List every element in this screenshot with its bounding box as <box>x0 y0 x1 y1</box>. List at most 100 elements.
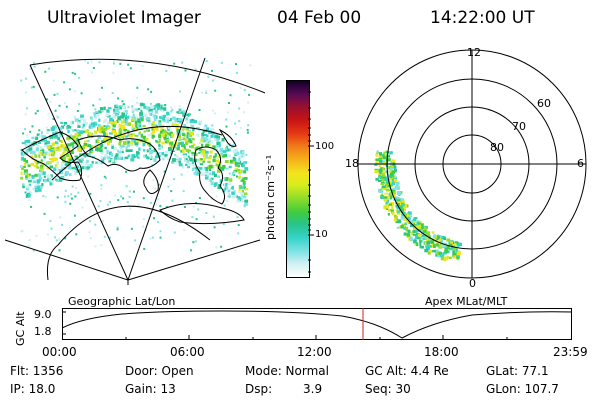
aurora-pixel <box>25 149 29 152</box>
polar-aurora-pixel <box>417 233 422 237</box>
aurora-pixel <box>71 129 75 132</box>
left-map-caption: Geographic Lat/Lon <box>68 295 176 308</box>
polar-aurora-pixel <box>416 220 420 223</box>
noise-pixel <box>64 237 67 240</box>
noise-pixel <box>149 237 152 240</box>
aurora-pixel <box>202 160 205 163</box>
aurora-pixel <box>200 158 203 161</box>
aurora-pixel <box>34 173 38 177</box>
aurora-pixel <box>212 147 215 152</box>
polar-aurora-pixel <box>427 239 431 243</box>
aurora-pixel <box>23 158 26 162</box>
noise-pixel <box>126 105 129 108</box>
polar-aurora-pixel <box>424 225 428 229</box>
noise-pixel <box>205 60 208 63</box>
aurora-pixel <box>240 199 244 203</box>
aurora-pixel <box>100 144 104 147</box>
aurora-pixel <box>107 126 111 130</box>
aurora-pixel <box>244 202 248 206</box>
polar-aurora-pixel <box>412 222 415 226</box>
polar-aurora-pixel <box>389 178 393 181</box>
aurora-pixel <box>57 169 60 174</box>
aurora-pixel <box>151 145 154 149</box>
noise-pixel <box>130 227 133 230</box>
polar-aurora-pixel <box>426 231 431 236</box>
polar-aurora-pixel <box>403 232 407 236</box>
noise-pixel <box>165 70 168 72</box>
aurora-pixel <box>75 129 80 133</box>
aurora-pixel <box>202 139 206 143</box>
aurora-pixel <box>218 166 221 169</box>
polar-aurora-pixel <box>397 203 400 207</box>
noise-pixel <box>63 81 66 84</box>
noise-pixel <box>169 106 172 109</box>
aurora-pixel <box>49 175 52 178</box>
aurora-pixel <box>186 129 190 132</box>
aurora-pixel <box>132 113 135 118</box>
aurora-pixel <box>80 157 84 161</box>
noise-pixel <box>38 129 41 132</box>
noise-pixel <box>58 238 61 241</box>
aurora-pixel <box>221 168 225 171</box>
aurora-pixel <box>102 127 107 131</box>
aurora-pixel <box>158 138 161 143</box>
aurora-pixel <box>76 142 79 146</box>
aurora-pixel <box>47 145 51 149</box>
aurora-pixel <box>154 155 159 159</box>
aurora-pixel <box>116 108 120 113</box>
aurora-pixel <box>218 144 221 148</box>
aurora-pixel <box>190 145 194 149</box>
noise-pixel <box>103 235 106 238</box>
polar-aurora-pixel <box>427 251 431 255</box>
noise-pixel <box>128 195 131 198</box>
polar-aurora-pixel <box>412 230 417 233</box>
noise-pixel <box>241 152 244 155</box>
polar-aurora-pixel <box>393 215 397 218</box>
noise-pixel <box>56 116 59 119</box>
polar-aurora-pixel <box>387 213 390 216</box>
aurora-pixel <box>53 167 57 171</box>
polar-aurora-pixel <box>401 213 405 216</box>
polar-aurora-pixel <box>448 256 452 259</box>
polar-aurora-pixel <box>410 215 413 218</box>
aurora-pixel <box>59 177 63 181</box>
flight-number: Flt: 1356 <box>10 364 64 378</box>
aurora-pixel <box>132 118 135 122</box>
aurora-pixel <box>100 127 104 131</box>
aurora-pixel <box>79 145 83 150</box>
aurora-pixel <box>64 148 69 151</box>
noise-pixel <box>73 214 76 217</box>
aurora-pixel <box>44 139 47 142</box>
aurora-pixel <box>174 119 178 122</box>
aurora-pixel <box>65 172 69 175</box>
polar-aurora-pixel <box>378 190 383 193</box>
noise-pixel <box>159 153 162 156</box>
noise-pixel <box>179 138 182 141</box>
aurora-pixel <box>62 157 66 162</box>
aurora-pixel <box>74 170 77 175</box>
noise-pixel <box>103 125 106 127</box>
aurora-pixel <box>185 148 190 152</box>
aurora-pixel <box>66 150 70 153</box>
aurora-pixel <box>227 182 232 186</box>
aurora-pixel <box>138 154 141 157</box>
aurora-pixel <box>181 137 186 141</box>
aurora-pixel <box>224 160 229 163</box>
aurora-pixel <box>183 127 187 131</box>
aurora-pixel <box>48 178 52 182</box>
noise-pixel <box>117 199 120 202</box>
aurora-pixel <box>189 145 193 148</box>
noise-pixel <box>213 130 216 133</box>
polar-aurora-pixel <box>395 181 400 185</box>
coastline-outline <box>21 128 245 225</box>
aurora-pixel <box>151 128 154 131</box>
aurora-pixel <box>129 115 132 118</box>
noise-pixel <box>247 124 250 127</box>
aurora-pixel <box>89 149 93 154</box>
aurora-pixel <box>187 165 190 169</box>
polar-aurora-pixel <box>382 156 387 160</box>
polar-aurora-pixel <box>448 241 451 245</box>
noise-pixel <box>149 113 152 116</box>
polar-aurora-pixel <box>409 224 414 228</box>
polar-aurora-pixel <box>410 220 414 224</box>
